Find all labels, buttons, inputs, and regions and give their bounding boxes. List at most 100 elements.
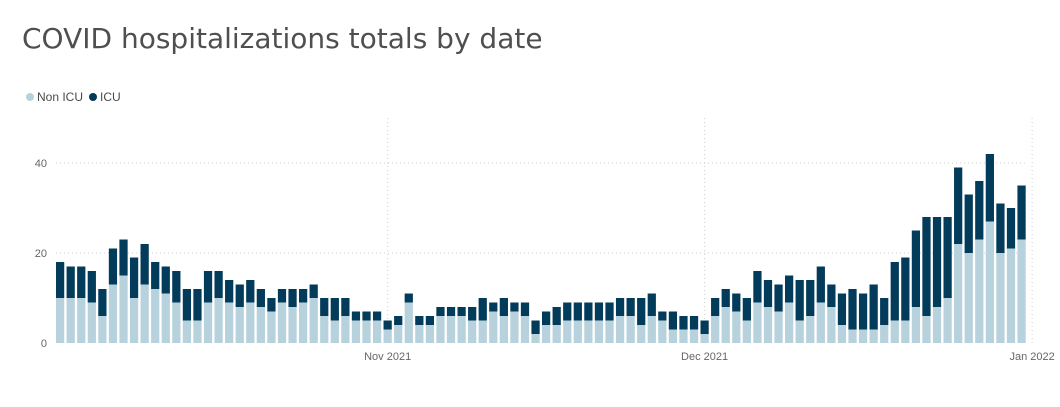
legend-item-icu[interactable]: ICU: [89, 90, 121, 104]
bar-icu: [785, 275, 794, 303]
bar-non-icu: [203, 302, 213, 343]
bar-non-icu: [372, 320, 382, 343]
bar-icu: [753, 271, 762, 303]
bar-icu: [119, 239, 128, 276]
bar-icu: [489, 302, 498, 312]
bar-icu: [542, 311, 551, 325]
bar-icu: [225, 280, 234, 303]
bar-icu: [98, 289, 107, 316]
x-tick-label: Nov 2021: [364, 351, 411, 363]
bar-non-icu: [56, 298, 65, 343]
bar-non-icu: [309, 298, 318, 343]
y-tick-label: 40: [35, 158, 47, 170]
bar-icu: [203, 271, 213, 303]
bar-non-icu: [267, 311, 276, 343]
bar-non-icu: [658, 320, 667, 343]
bar-icu: [362, 311, 371, 321]
bar-non-icu: [140, 284, 149, 343]
bar-non-icu: [161, 293, 170, 343]
bar-non-icu: [415, 325, 424, 343]
bar-icu: [954, 167, 963, 244]
bar-icu: [246, 280, 255, 303]
bar-icu: [848, 289, 857, 330]
y-tick-label: 20: [35, 248, 47, 260]
bar-non-icu: [668, 329, 678, 343]
bar-non-icu: [837, 325, 847, 343]
bar-icu: [932, 217, 942, 307]
bar-icu: [584, 302, 593, 321]
bar-icu: [774, 284, 783, 312]
bar-non-icu: [172, 302, 181, 343]
bar-non-icu: [922, 316, 931, 343]
bar-icu: [658, 311, 667, 321]
bar-icu: [827, 284, 836, 307]
bar-non-icu: [214, 298, 223, 343]
bar-icu: [404, 293, 413, 303]
legend-label-icu: ICU: [100, 90, 121, 104]
bar-icu: [922, 217, 931, 316]
bar-non-icu: [288, 307, 297, 343]
bar-icu: [668, 311, 678, 330]
bar-non-icu: [489, 311, 498, 343]
bar-non-icu: [531, 334, 540, 343]
bar-non-icu: [119, 275, 128, 343]
bar-non-icu: [542, 325, 551, 343]
bar-icu: [436, 307, 445, 316]
bar-icu: [594, 302, 604, 321]
bar-icu: [1017, 185, 1026, 240]
bar-icu: [763, 280, 773, 307]
bar-non-icu: [816, 302, 825, 343]
bar-non-icu: [108, 284, 118, 343]
bar-icu: [457, 307, 466, 316]
legend-item-non-icu[interactable]: Non ICU: [26, 90, 83, 104]
bar-icu: [129, 257, 139, 298]
bar-icu: [330, 298, 339, 321]
legend-label-non-icu: Non ICU: [37, 90, 84, 104]
bar-non-icu: [774, 311, 783, 343]
bar-non-icu: [869, 329, 878, 343]
bar-icu: [552, 307, 561, 325]
bar-icu: [943, 217, 952, 298]
bar-icu: [510, 302, 519, 312]
bar-icu: [151, 262, 160, 289]
bar-non-icu: [235, 307, 244, 343]
bar-icu: [214, 271, 223, 298]
bar-icu: [626, 298, 635, 316]
bar-non-icu: [806, 316, 815, 343]
bar-icu: [415, 316, 424, 325]
bar-icu: [56, 262, 65, 298]
bar-non-icu: [77, 298, 86, 343]
bar-non-icu: [351, 320, 361, 343]
bar-icu: [478, 298, 487, 321]
bar-non-icu: [362, 320, 371, 343]
bar-non-icu: [404, 302, 413, 343]
bar-icu: [911, 230, 921, 307]
bar-icu: [87, 271, 96, 303]
bar-icu: [351, 311, 361, 321]
bar-non-icu: [552, 325, 561, 343]
bar-non-icu: [341, 316, 350, 343]
bar-non-icu: [848, 329, 857, 343]
bar-non-icu: [510, 311, 519, 343]
bar-non-icu: [975, 239, 984, 343]
legend-swatch-non-icu: [26, 93, 34, 101]
bar-non-icu: [985, 221, 994, 343]
bar-non-icu: [499, 316, 508, 343]
bar-non-icu: [605, 320, 614, 343]
bar-icu: [721, 289, 730, 307]
bar-icu: [563, 302, 572, 321]
bar-non-icu: [679, 329, 688, 343]
chart-title: COVID hospitalizations totals by date: [22, 22, 543, 55]
bar-non-icu: [996, 253, 1005, 343]
bar-non-icu: [246, 302, 255, 343]
bar-icu: [732, 293, 741, 312]
bar-non-icu: [964, 253, 973, 343]
bar-icu: [605, 302, 614, 321]
bar-non-icu: [151, 289, 160, 343]
bar-non-icu: [890, 320, 899, 343]
bar-icu: [66, 266, 75, 298]
bar-non-icu: [436, 316, 445, 343]
bar-non-icu: [478, 320, 487, 343]
bar-non-icu: [753, 302, 762, 343]
